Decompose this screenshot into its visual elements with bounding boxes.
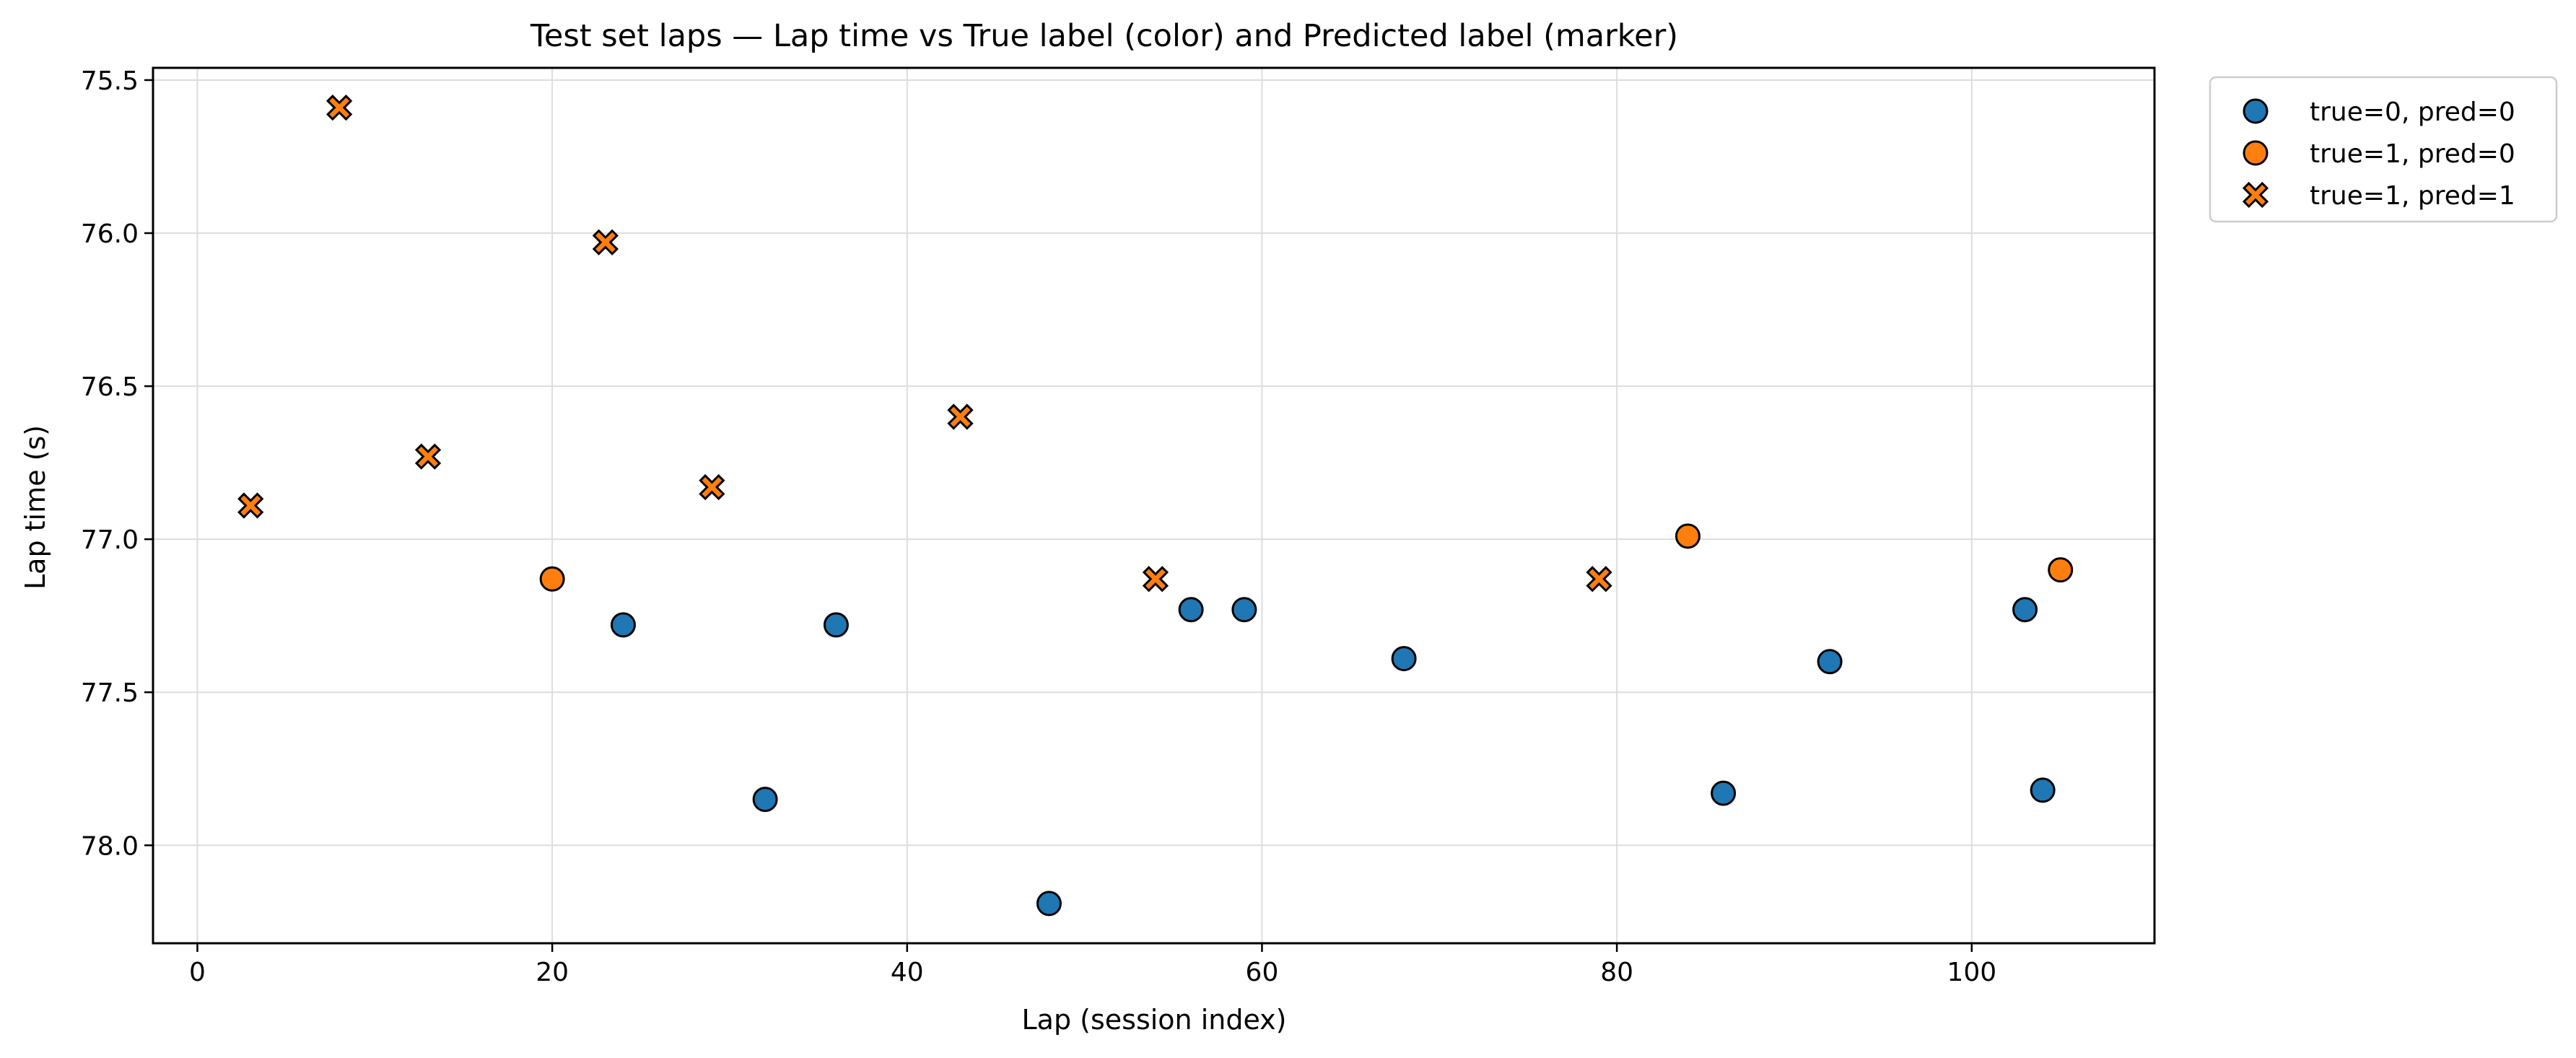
y-tick-label: 77.0 [81, 525, 139, 555]
x-tick-label: 20 [536, 958, 569, 987]
plot-area-frame [152, 66, 2156, 945]
chart-title: Test set laps — Lap time vs True label (… [530, 18, 1678, 54]
ticks: 0 20 40 60 80 100 75.5 76.0 76.5 77.0 77.5 78.0 [81, 66, 1996, 987]
legend-label: true=1, pred=0 [2310, 139, 2515, 169]
data-point [2030, 777, 2056, 803]
series-true-1-pred-0 [539, 523, 2074, 592]
data-point [1675, 523, 1700, 549]
legend-marker [2243, 98, 2269, 124]
data-point [699, 473, 725, 501]
y-tick-label: 76.0 [81, 219, 139, 249]
legend-marker [2242, 181, 2269, 209]
y-axis-label: Lap time (s) [19, 425, 51, 590]
legend-label: true=0, pred=0 [2310, 97, 2515, 127]
data-point [592, 229, 619, 255]
grid [153, 68, 2154, 943]
data-point [2048, 557, 2074, 583]
y-tick-label: 78.0 [81, 831, 139, 861]
data-point [539, 566, 565, 592]
x-axis-label: Lap (session index) [1021, 1004, 1286, 1036]
x-tick-label: 40 [891, 958, 924, 987]
x-tick-label: 0 [189, 958, 206, 987]
data-point [1711, 780, 1737, 806]
data-point [823, 612, 849, 638]
legend-marker [2243, 140, 2269, 166]
x-tick-label: 60 [1246, 958, 1279, 987]
legend: true=0, pred=0 true=1, pred=0 true=1, pred… [2209, 76, 2558, 223]
data-point [1231, 597, 1257, 623]
data-point [752, 787, 778, 813]
data-markers [237, 95, 2074, 917]
data-point [1036, 891, 1062, 917]
legend-frame [2209, 76, 2558, 223]
data-point [1142, 566, 1169, 593]
y-tick-label: 75.5 [81, 66, 139, 96]
series-true-0-pred-0 [610, 597, 2056, 917]
data-point [326, 95, 353, 121]
data-point [610, 612, 636, 638]
x-tick-label: 80 [1600, 958, 1633, 987]
y-tick-label: 76.5 [81, 372, 139, 402]
x-tick-label: 100 [1947, 958, 1996, 987]
data-point [414, 443, 442, 470]
data-point [237, 492, 264, 519]
data-point [1391, 646, 1417, 672]
series-true-1-pred-1 [237, 95, 1612, 593]
data-point [1817, 649, 1843, 675]
data-point [1586, 566, 1612, 593]
data-point [2012, 597, 2038, 623]
data-point [1178, 597, 1204, 623]
legend-label: true=1, pred=1 [2310, 181, 2515, 211]
y-tick-label: 77.5 [81, 678, 139, 708]
data-point [947, 403, 974, 430]
